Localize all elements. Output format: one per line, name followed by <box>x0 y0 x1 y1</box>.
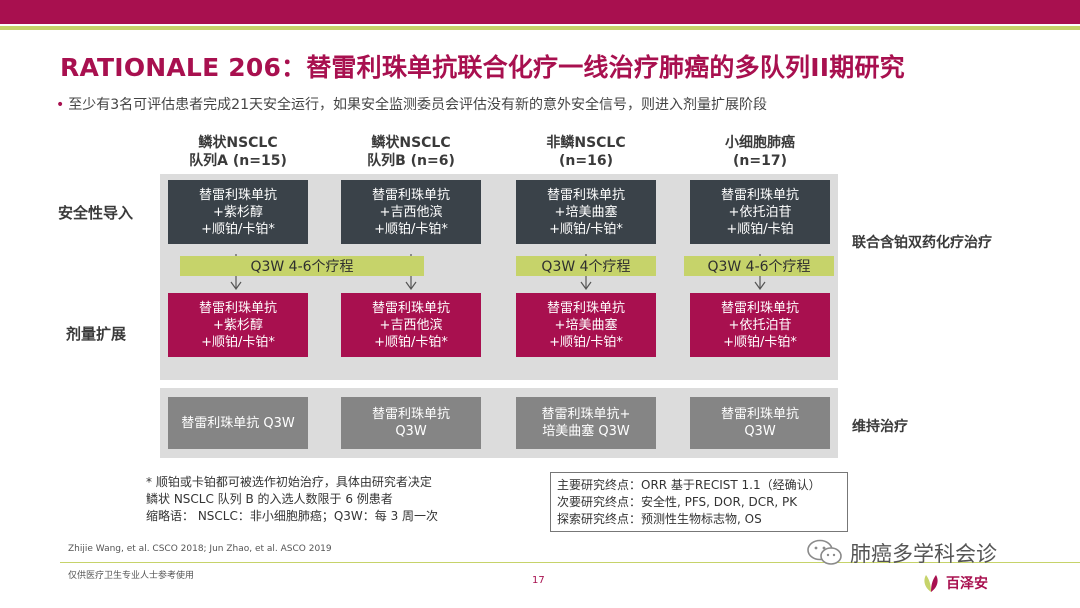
footnote-line: * 顺铂或卡铂都可被选作初始治疗，具体由研究者决定 <box>146 475 432 489</box>
box-line: +依托泊苷 <box>728 204 792 220</box>
box-line: 替雷利珠单抗 <box>720 407 799 422</box>
endpoint-line: 探索研究终点：预测性生物标志物, OS <box>557 512 762 526</box>
cycle-bar-c: Q3W 4个疗程 <box>516 256 656 276</box>
box-line: +紫杉醇 <box>213 204 263 220</box>
bullet-text: 至少有3名可评估患者完成21天安全运行，如果安全监测委员会评估没有新的意外安全信… <box>68 97 767 113</box>
slide-title: RATIONALE 206：替雷利珠单抗联合化疗一线治疗肺癌的多队列II期研究 <box>60 53 905 82</box>
box-line: +顺铂/卡铂* <box>201 221 275 237</box>
column-header-c: 非鳞NSCLC (n=16) <box>516 134 656 170</box>
footnote-line: 鳞状 NSCLC 队列 B 的入选人数限于 6 例患者 <box>146 492 393 506</box>
box-line: 替雷利珠单抗 <box>546 187 625 203</box>
column-header-d: 小细胞肺癌 (n=17) <box>690 134 830 170</box>
box-line: +吉西他滨 <box>379 204 443 220</box>
box-line: 替雷利珠单抗 <box>720 187 799 203</box>
wechat-icon <box>807 539 842 565</box>
expansion-box-a: 替雷利珠单抗 +紫杉醇 +顺铂/卡铂* <box>168 293 308 357</box>
cycle-bar-ab: Q3W 4-6个疗程 <box>180 256 424 276</box>
side-label-maintenance: 维持治疗 <box>852 419 908 435</box>
footnotes: * 顺铂或卡铂都可被选作初始治疗，具体由研究者决定 鳞状 NSCLC 队列 B … <box>146 474 438 525</box>
bullet-dot-icon: • <box>56 97 65 113</box>
safety-box-a: 替雷利珠单抗 +紫杉醇 +顺铂/卡铂* <box>168 180 308 244</box>
brand-name: 百泽安 <box>946 576 988 592</box>
column-header-line2: 队列A (n=15) <box>189 153 287 169</box>
box-line: +顺铂/卡铂* <box>549 334 623 350</box>
box-line: +顺铂/卡铂 <box>726 221 794 237</box>
box-line: 替雷利珠单抗 <box>546 300 625 316</box>
expansion-box-c: 替雷利珠单抗 +培美曲塞 +顺铂/卡铂* <box>516 293 656 357</box>
column-header-line2: (n=16) <box>559 153 613 169</box>
box-line: 培美曲塞 Q3W <box>542 424 630 439</box>
maintenance-box-d: 替雷利珠单抗 Q3W <box>690 397 830 449</box>
box-line: 替雷利珠单抗+ <box>541 407 631 422</box>
brand-logo: 百泽安 <box>920 572 988 594</box>
column-header-line2: (n=17) <box>733 153 787 169</box>
safety-box-d: 替雷利珠单抗 +依托泊苷 +顺铂/卡铂 <box>690 180 830 244</box>
wechat-account-name: 肺癌多学科会诊 <box>850 542 997 566</box>
column-header-a: 鳞状NSCLC 队列A (n=15) <box>168 134 308 170</box>
box-line: +顺铂/卡铂* <box>374 334 448 350</box>
column-header-line1: 鳞状NSCLC <box>371 135 451 151</box>
expansion-box-d: 替雷利珠单抗 +依托泊苷 +顺铂/卡铂* <box>690 293 830 357</box>
column-header-line2: 队列B (n=6) <box>367 153 455 169</box>
expansion-box-b: 替雷利珠单抗 +吉西他滨 +顺铂/卡铂* <box>341 293 481 357</box>
endpoints-box: 主要研究终点：ORR 基于RECIST 1.1（经确认） 次要研究终点：安全性,… <box>550 472 848 532</box>
box-line: Q3W <box>395 424 427 439</box>
box-line: +紫杉醇 <box>213 317 263 333</box>
box-line: +顺铂/卡铂* <box>723 334 797 350</box>
box-line: +培美曲塞 <box>554 204 618 220</box>
box-line: +顺铂/卡铂* <box>549 221 623 237</box>
box-line: 替雷利珠单抗 <box>371 300 450 316</box>
box-line: 替雷利珠单抗 Q3W <box>181 415 295 431</box>
maintenance-box-c: 替雷利珠单抗+ 培美曲塞 Q3W <box>516 397 656 449</box>
endpoint-line: 次要研究终点：安全性, PFS, DOR, DCR, PK <box>557 495 798 509</box>
wechat-watermark: 肺癌多学科会诊 <box>806 538 997 568</box>
top-accent-line <box>0 26 1080 30</box>
row-label-safety: 安全性导入 <box>58 204 134 222</box>
column-header-line1: 非鳞NSCLC <box>546 135 626 151</box>
box-line: +顺铂/卡铂* <box>374 221 448 237</box>
cycle-bar-d: Q3W 4-6个疗程 <box>684 256 834 276</box>
box-line: Q3W <box>744 424 776 439</box>
endpoint-line: 主要研究终点：ORR 基于RECIST 1.1（经确认） <box>557 478 821 492</box>
footer-divider <box>60 562 1080 563</box>
references: Zhijie Wang, et al. CSCO 2018; Jun Zhao,… <box>68 544 332 554</box>
bullet-point: • 至少有3名可评估患者完成21天安全运行，如果安全监测委员会评估没有新的意外安全… <box>56 94 767 114</box>
safety-box-c: 替雷利珠单抗 +培美曲塞 +顺铂/卡铂* <box>516 180 656 244</box>
row-label-expansion: 剂量扩展 <box>66 325 127 343</box>
box-line: 替雷利珠单抗 <box>720 300 799 316</box>
box-line: +依托泊苷 <box>728 317 792 333</box>
box-line: 替雷利珠单抗 <box>371 407 450 422</box>
box-line: +吉西他滨 <box>379 317 443 333</box>
maintenance-box-b: 替雷利珠单抗 Q3W <box>341 397 481 449</box>
box-line: 替雷利珠单抗 <box>198 187 277 203</box>
leaf-logo-icon <box>924 575 938 592</box>
safety-box-b: 替雷利珠单抗 +吉西他滨 +顺铂/卡铂* <box>341 180 481 244</box>
maintenance-box-a: 替雷利珠单抗 Q3W <box>168 397 308 449</box>
page-number: 17 <box>532 575 545 586</box>
column-header-line1: 鳞状NSCLC <box>198 135 278 151</box>
side-label-combo: 联合含铂双药化疗治疗 <box>852 235 992 251</box>
box-line: +培美曲塞 <box>554 317 618 333</box>
disclaimer: 仅供医疗卫生专业人士参考使用 <box>68 571 195 581</box>
footnote-line: 缩略语： NSCLC：非小细胞肺癌；Q3W：每 3 周一次 <box>146 509 439 523</box>
column-header-b: 鳞状NSCLC 队列B (n=6) <box>341 134 481 170</box>
top-banner <box>0 0 1080 24</box>
box-line: +顺铂/卡铂* <box>201 334 275 350</box>
box-line: 替雷利珠单抗 <box>198 300 277 316</box>
column-header-line1: 小细胞肺癌 <box>725 135 795 151</box>
box-line: 替雷利珠单抗 <box>371 187 450 203</box>
